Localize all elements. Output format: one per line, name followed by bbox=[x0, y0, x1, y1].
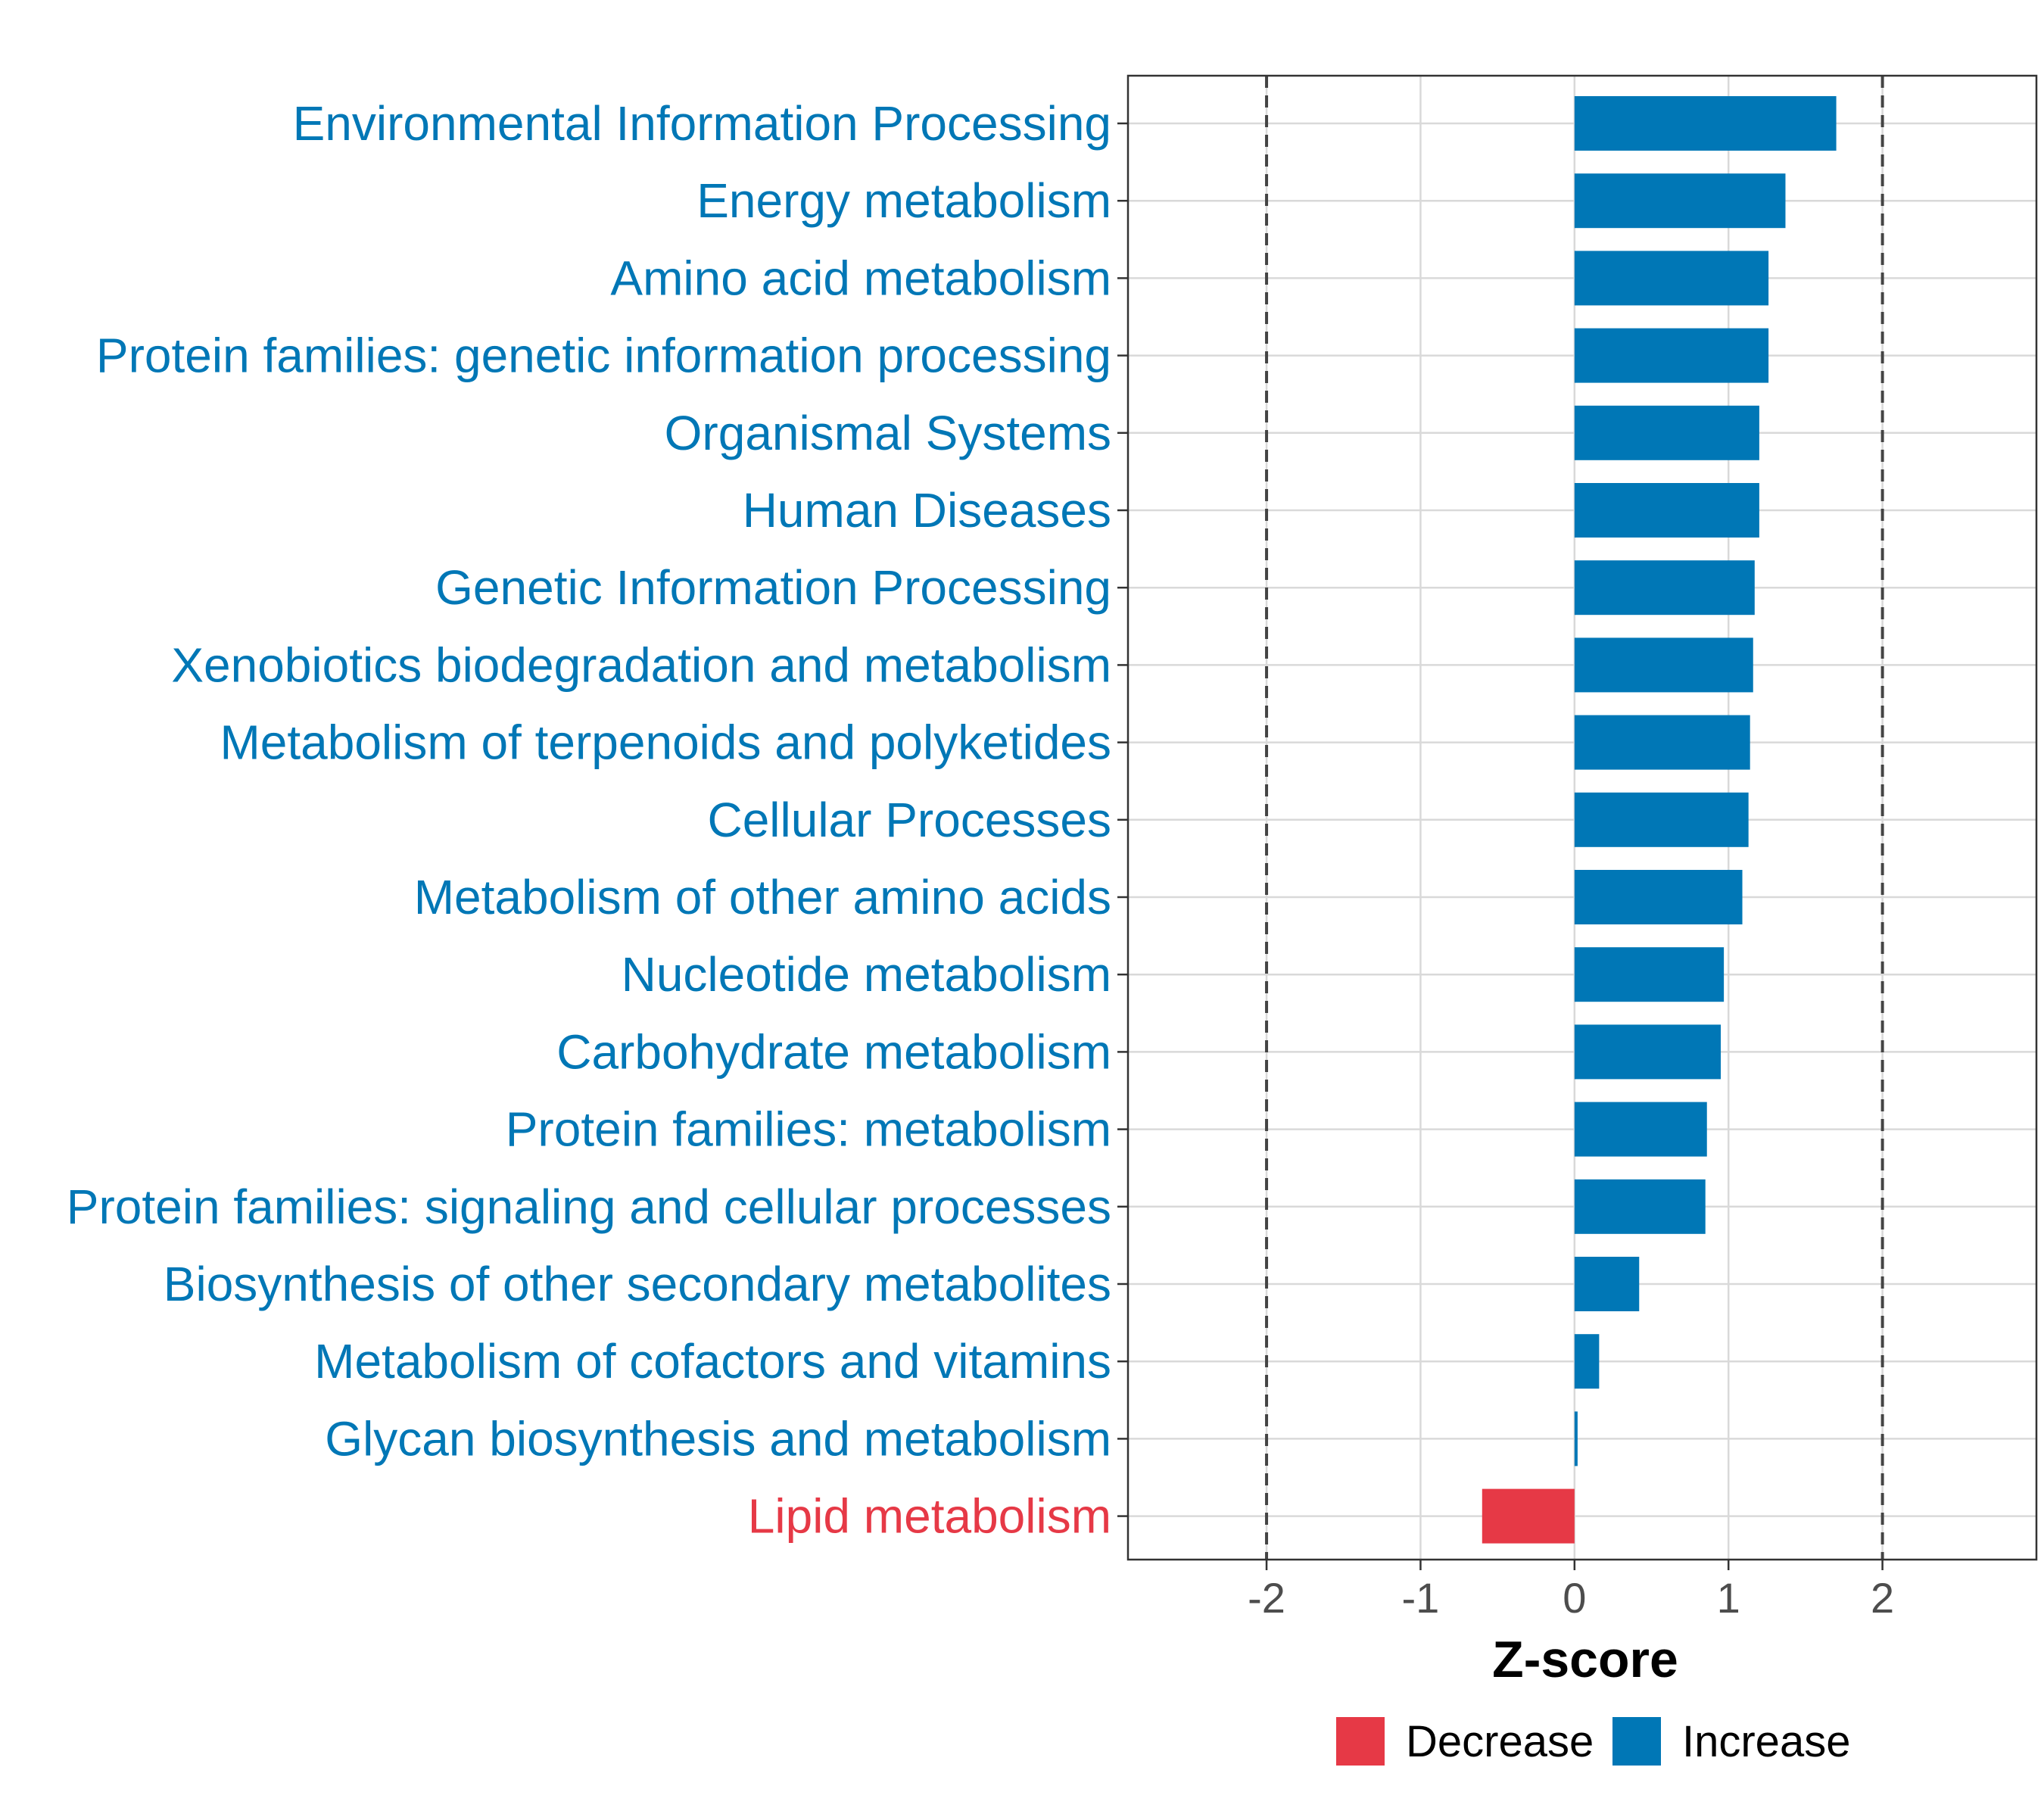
bar-10 bbox=[1574, 792, 1749, 847]
y-axis-category-labels: Environmental Information Processing Ener… bbox=[67, 96, 1111, 1544]
category-label: Genetic Information Processing bbox=[435, 560, 1111, 615]
bar-11 bbox=[1574, 870, 1743, 924]
bar-16 bbox=[1574, 1257, 1640, 1311]
bar-5 bbox=[1574, 405, 1759, 460]
category-label: Xenobiotics biodegradation and metabolis… bbox=[171, 637, 1111, 692]
bar-4 bbox=[1574, 328, 1769, 383]
bar-3 bbox=[1574, 251, 1769, 306]
category-label: Cellular Processes bbox=[707, 793, 1111, 847]
legend-swatch-decrease bbox=[1336, 1717, 1385, 1766]
bar-19 bbox=[1482, 1488, 1575, 1544]
y-axis-ticks bbox=[1117, 122, 1128, 1517]
x-tick-label: 2 bbox=[1871, 1574, 1894, 1622]
category-label: Carbohydrate metabolism bbox=[556, 1024, 1111, 1079]
bar-6 bbox=[1574, 483, 1759, 538]
legend-label-increase: Increase bbox=[1682, 1717, 1850, 1766]
x-tick-label: -2 bbox=[1248, 1574, 1285, 1622]
bar-18 bbox=[1574, 1411, 1578, 1466]
bars bbox=[1482, 96, 1837, 1544]
category-label: Protein families: signaling and cellular… bbox=[67, 1180, 1111, 1234]
bar-9 bbox=[1574, 715, 1750, 770]
category-label: Glycan biosynthesis and metabolism bbox=[325, 1411, 1111, 1466]
category-label: Protein families: metabolism bbox=[506, 1102, 1111, 1157]
category-label: Lipid metabolism bbox=[748, 1489, 1111, 1544]
category-label: Organismal Systems bbox=[665, 406, 1111, 460]
bar-17 bbox=[1574, 1334, 1600, 1389]
bar-14 bbox=[1574, 1102, 1707, 1157]
x-tick-label: -1 bbox=[1402, 1574, 1440, 1622]
reference-lines bbox=[1265, 76, 1884, 1560]
legend-swatch-increase bbox=[1612, 1717, 1661, 1766]
x-axis-title: Z-score bbox=[1492, 1631, 1678, 1688]
bar-8 bbox=[1574, 637, 1753, 693]
bar-2 bbox=[1574, 173, 1786, 229]
x-tick-label: 1 bbox=[1717, 1574, 1740, 1622]
category-label: Metabolism of terpenoids and polyketides bbox=[220, 715, 1111, 770]
category-label: Environmental Information Processing bbox=[293, 96, 1111, 151]
category-label: Protein families: genetic information pr… bbox=[96, 329, 1111, 383]
x-axis-ticks: -2 -1 0 1 2 bbox=[1248, 1560, 1894, 1622]
bar-12 bbox=[1574, 947, 1725, 1002]
legend: Decrease Increase bbox=[1336, 1717, 1850, 1766]
plot-panel-border bbox=[1126, 74, 2038, 1561]
bar-13 bbox=[1574, 1024, 1722, 1080]
category-label: Metabolism of other amino acids bbox=[414, 870, 1111, 924]
category-label: Energy metabolism bbox=[696, 173, 1111, 228]
bar-1 bbox=[1574, 96, 1837, 151]
category-label: Amino acid metabolism bbox=[610, 251, 1111, 305]
bar-15 bbox=[1574, 1179, 1706, 1234]
category-label: Human Diseases bbox=[743, 483, 1111, 538]
legend-label-decrease: Decrease bbox=[1406, 1717, 1594, 1766]
bar-7 bbox=[1574, 560, 1755, 616]
x-tick-label: 0 bbox=[1563, 1574, 1586, 1622]
category-label: Nucleotide metabolism bbox=[622, 947, 1111, 1002]
category-label: Metabolism of cofactors and vitamins bbox=[314, 1334, 1111, 1388]
category-label: Biosynthesis of other secondary metaboli… bbox=[164, 1257, 1111, 1311]
